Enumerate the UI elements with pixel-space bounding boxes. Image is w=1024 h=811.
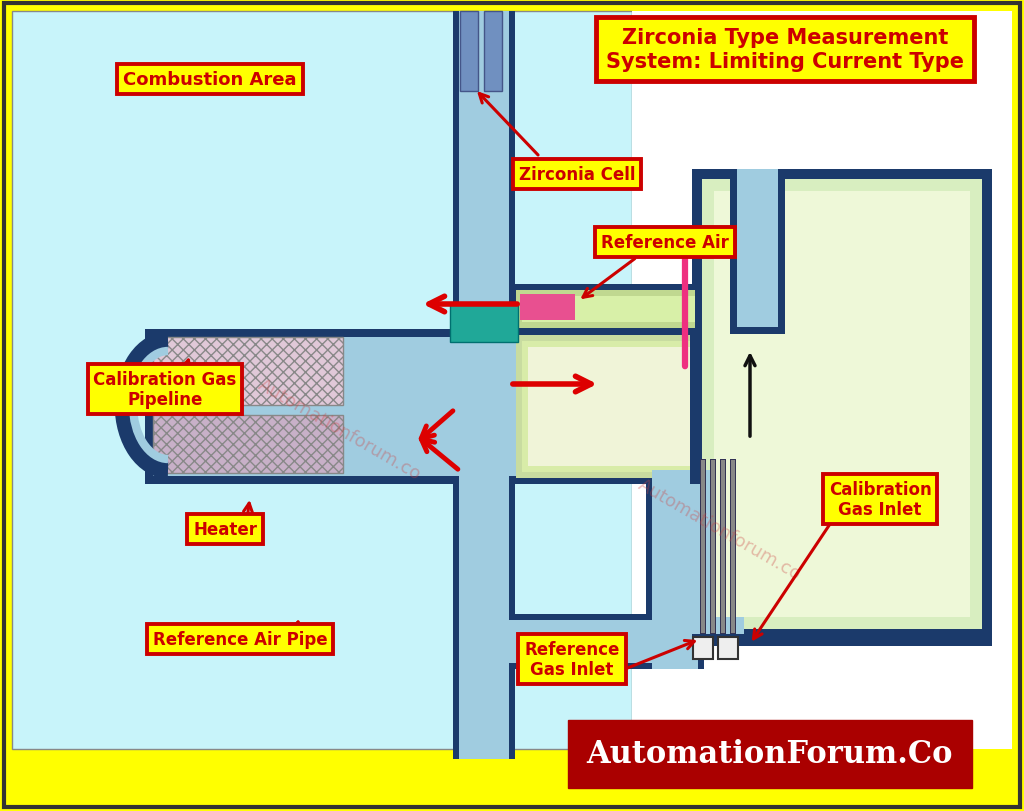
Bar [153, 415, 343, 474]
Bar [702, 180, 982, 629]
Text: Zirconia Cell: Zirconia Cell [519, 165, 635, 184]
Bar [720, 460, 726, 634]
Text: Heater: Heater [193, 521, 257, 539]
Bar [700, 460, 706, 634]
Bar [520, 294, 575, 320]
Bar [692, 465, 750, 644]
Bar [711, 461, 715, 633]
Bar [453, 465, 515, 759]
Bar [459, 12, 509, 341]
Text: Automationforum.co: Automationforum.co [255, 375, 425, 483]
Text: Reference Air Pipe: Reference Air Pipe [153, 630, 328, 648]
Bar [693, 637, 713, 659]
Text: Automationforum.co: Automationforum.co [635, 475, 805, 583]
Bar [690, 329, 702, 484]
Bar [510, 285, 695, 335]
Bar [453, 12, 515, 346]
Bar [652, 470, 698, 669]
Bar [459, 620, 698, 663]
Bar [145, 329, 640, 484]
Bar [12, 12, 632, 749]
Bar [692, 634, 992, 646]
Text: AutomationForum.Co: AutomationForum.Co [587, 739, 953, 770]
Bar [692, 169, 992, 639]
Bar [484, 12, 502, 92]
Bar [516, 336, 695, 478]
Bar [710, 460, 716, 634]
Text: Calibration
Gas Inlet: Calibration Gas Inlet [828, 480, 932, 519]
Bar [453, 614, 698, 669]
Bar [153, 337, 632, 476]
Text: Reference Air: Reference Air [601, 234, 729, 251]
Text: Zirconia Type Measurement
System: Limiting Current Type: Zirconia Type Measurement System: Limiti… [606, 28, 964, 71]
Bar [522, 341, 695, 473]
Bar [632, 12, 1012, 749]
Bar [718, 637, 738, 659]
Bar [153, 337, 343, 406]
Bar [730, 169, 785, 335]
Bar [692, 634, 750, 646]
Text: Reference
Gas Inlet: Reference Gas Inlet [524, 640, 620, 679]
Bar [701, 461, 705, 633]
Bar [646, 465, 705, 669]
Text: Calibration Gas
Pipeline: Calibration Gas Pipeline [93, 370, 237, 409]
Bar [450, 305, 518, 342]
Text: Combustion Area: Combustion Area [123, 71, 297, 89]
Bar [698, 470, 744, 644]
Bar [737, 169, 778, 328]
Bar [510, 329, 695, 484]
Bar [522, 297, 695, 323]
Bar [459, 470, 509, 759]
Bar [721, 461, 725, 633]
Bar [731, 461, 735, 633]
Bar [460, 12, 478, 92]
Bar [528, 348, 695, 466]
Bar [714, 191, 970, 617]
Bar [730, 460, 736, 634]
Bar [516, 290, 695, 328]
